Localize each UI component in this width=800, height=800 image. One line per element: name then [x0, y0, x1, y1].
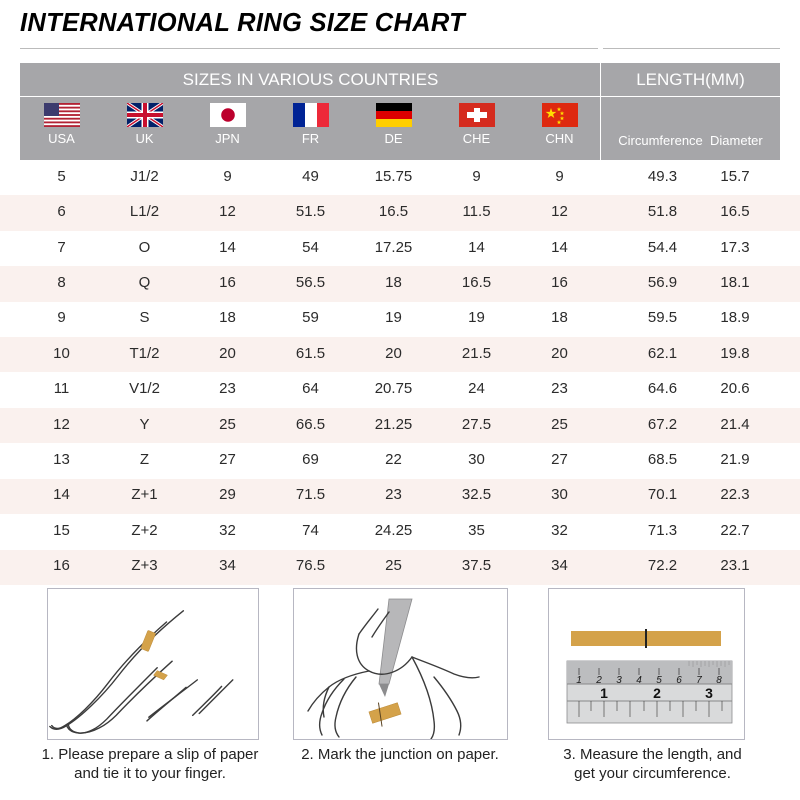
svg-text:2: 2 — [653, 685, 661, 701]
svg-text:6: 6 — [676, 675, 682, 686]
svg-text:1: 1 — [576, 675, 582, 686]
svg-text:8: 8 — [716, 675, 722, 686]
svg-text:1: 1 — [600, 685, 608, 701]
svg-text:7: 7 — [696, 675, 702, 686]
svg-text:4: 4 — [636, 675, 642, 686]
svg-text:3: 3 — [705, 685, 713, 701]
svg-text:3: 3 — [616, 675, 622, 686]
